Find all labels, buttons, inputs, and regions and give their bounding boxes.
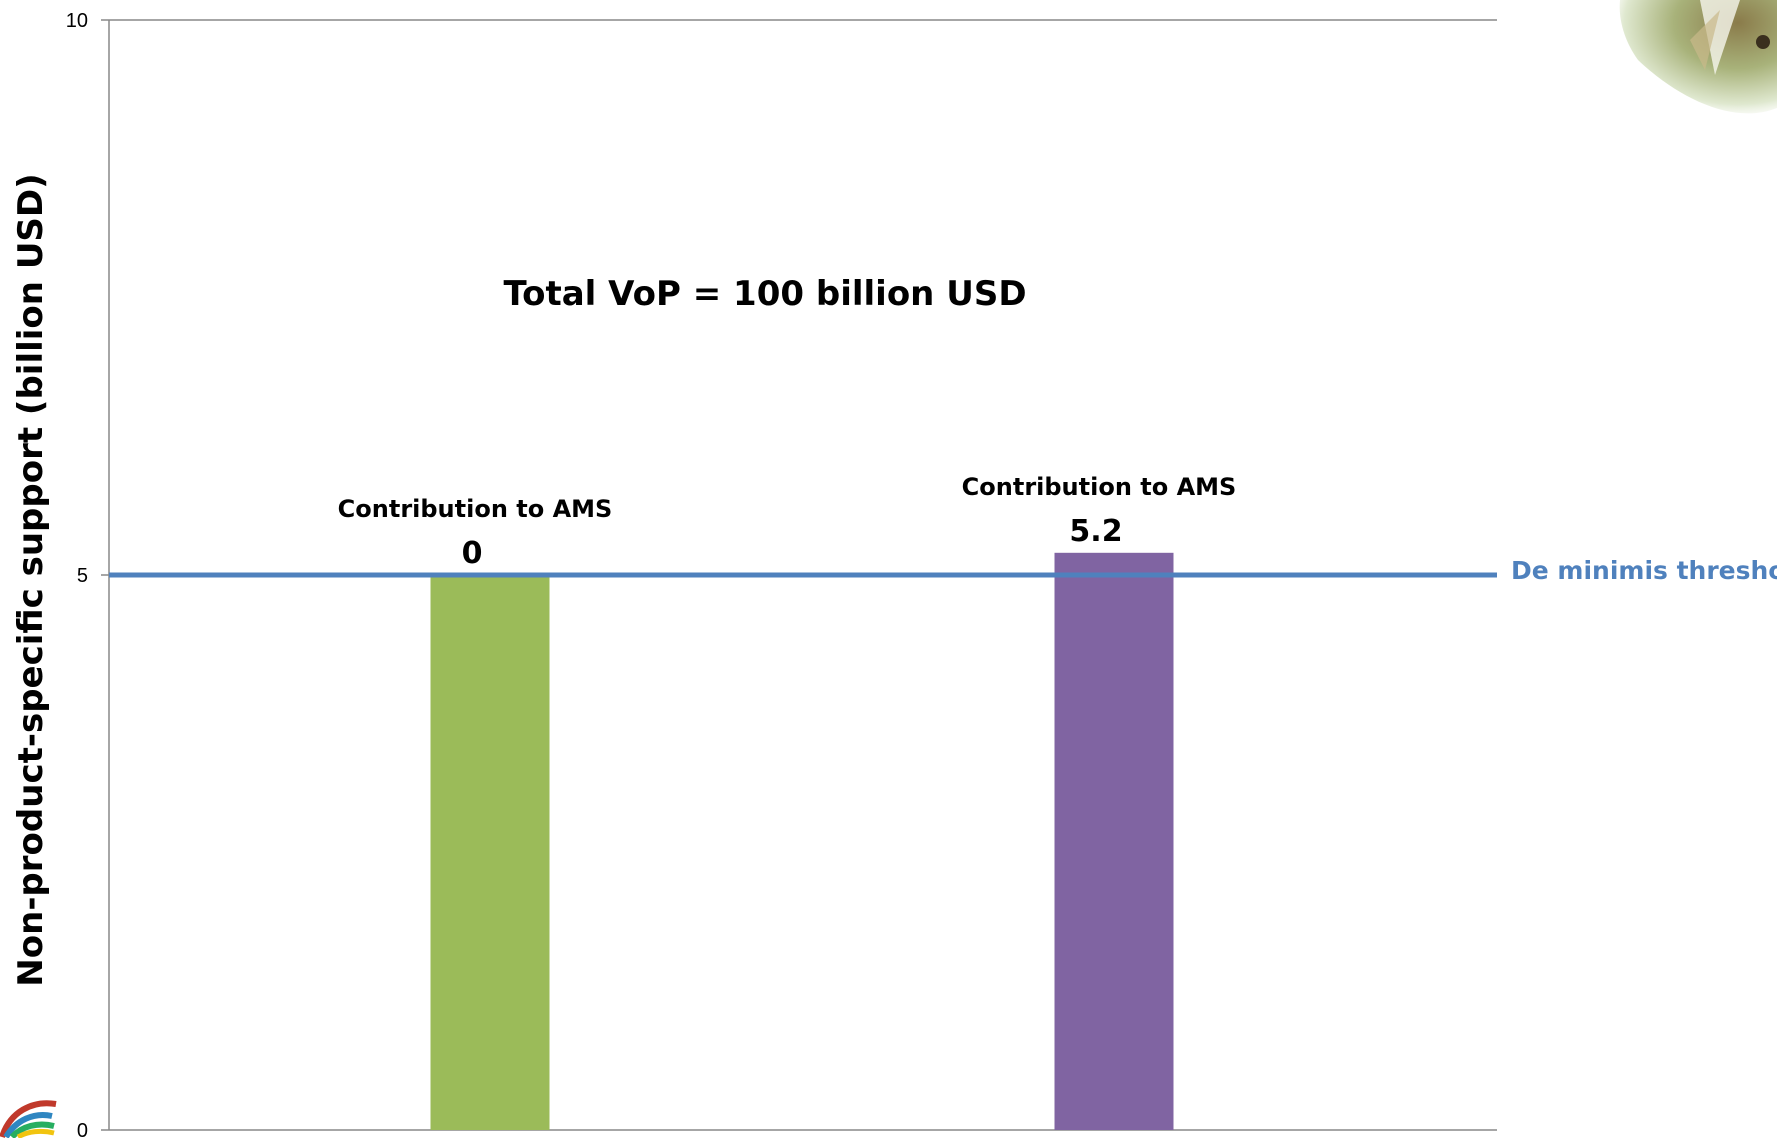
annotation-group: Total VoP = 100 billion USD [503,274,1026,314]
y-tick-label: 0 [77,1120,88,1138]
bar-2 [1054,552,1174,1130]
bar-caption-label: Contribution to AMS [338,495,613,523]
bar-value-label: 5.2 [1069,514,1122,549]
bar-caption-label: Contribution to AMS [962,473,1237,501]
y-tick-label: 10 [66,10,88,32]
bar-1 [430,575,550,1130]
bar-labels: 0 Contribution to AMS 5.2 Contribution to A… [338,473,1237,571]
total-vop-annotation: Total VoP = 100 billion USD [503,274,1026,314]
bars [430,552,1174,1130]
reference-line-group: De minimis threshold [109,556,1777,585]
threshold-label: De minimis threshold [1511,556,1777,585]
bar-value-label: 0 [462,536,483,571]
y-tick-label: 5 [77,565,88,587]
wto-logo [0,1100,57,1138]
corner-photo-decoration [1619,0,1777,114]
